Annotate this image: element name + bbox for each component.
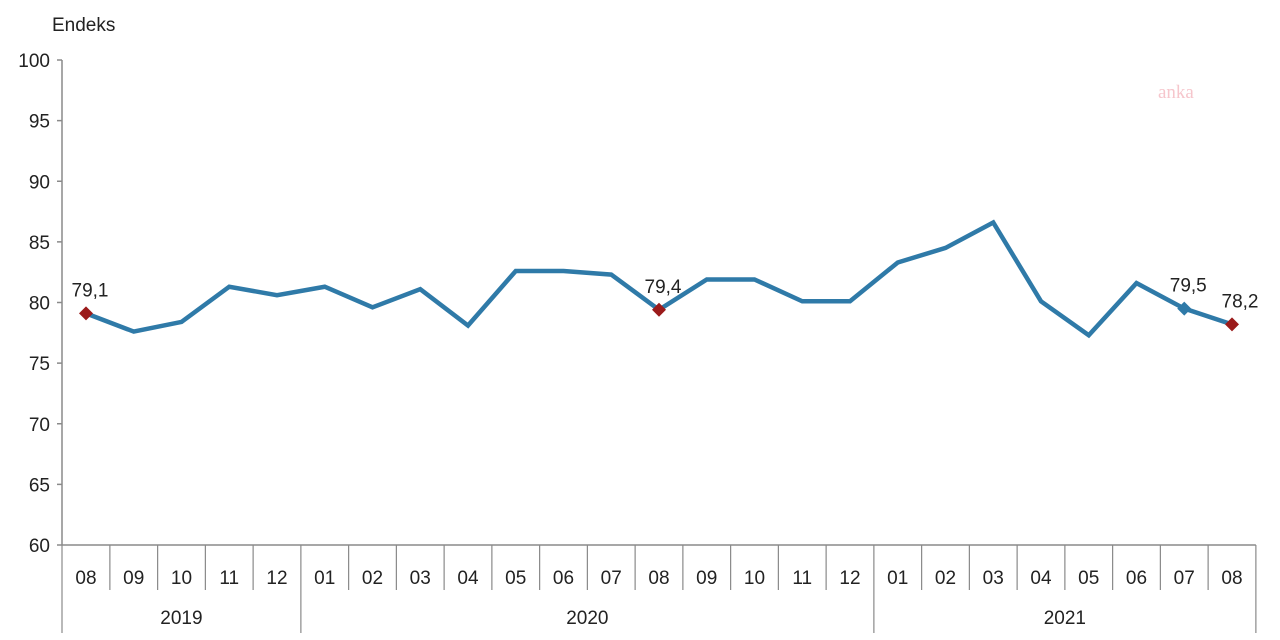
x-tick-label: 10 — [744, 568, 765, 589]
y-tick-label: 60 — [29, 536, 50, 557]
x-tick-label: 04 — [1030, 568, 1052, 589]
x-tick-label: 04 — [457, 568, 479, 589]
y-tick-label: 70 — [29, 415, 50, 436]
x-tick-label: 10 — [171, 568, 192, 589]
y-tick-label: 95 — [29, 112, 50, 133]
y-tick-label: 75 — [29, 354, 50, 375]
x-tick-label: 03 — [410, 568, 431, 589]
x-tick-label: 01 — [887, 568, 908, 589]
year-label: 2020 — [566, 608, 608, 629]
x-tick-label: 01 — [314, 568, 335, 589]
data-point-marker — [1177, 301, 1192, 316]
data-label: 79,4 — [645, 277, 682, 298]
y-axis-title: Endeks — [52, 15, 116, 36]
x-tick-label: 05 — [505, 568, 526, 589]
data-point-marker — [652, 302, 666, 317]
y-tick-label: 65 — [29, 475, 50, 496]
x-tick-label: 06 — [1126, 568, 1147, 589]
x-tick-label: 08 — [1221, 568, 1242, 589]
y-tick-label: 80 — [29, 294, 50, 315]
y-tick-label: 90 — [29, 172, 50, 193]
x-tick-label: 09 — [123, 568, 144, 589]
x-tick-label: 05 — [1078, 568, 1099, 589]
x-tick-label: 12 — [266, 568, 287, 589]
x-tick-label: 08 — [75, 568, 96, 589]
data-point-marker — [79, 306, 93, 321]
y-tick-label: 100 — [18, 51, 50, 72]
year-label: 2021 — [1044, 608, 1086, 629]
x-tick-label: 12 — [839, 568, 860, 589]
x-tick-label: 08 — [648, 568, 669, 589]
data-label: 79,1 — [72, 280, 109, 301]
x-tick-label: 02 — [935, 568, 956, 589]
x-tick-label: 03 — [983, 568, 1004, 589]
data-label: 79,5 — [1170, 276, 1207, 297]
y-tick-label: 85 — [29, 233, 50, 254]
x-tick-label: 06 — [553, 568, 574, 589]
year-label: 2019 — [160, 608, 202, 629]
data-label: 78,2 — [1222, 291, 1259, 312]
watermark: anka — [1158, 82, 1194, 103]
x-tick-label: 07 — [1174, 568, 1195, 589]
data-point-marker — [1225, 317, 1239, 332]
x-tick-label: 02 — [362, 568, 383, 589]
x-tick-label: 11 — [219, 568, 239, 589]
x-tick-label: 07 — [601, 568, 622, 589]
x-tick-label: 09 — [696, 568, 717, 589]
x-tick-label: 11 — [792, 568, 812, 589]
